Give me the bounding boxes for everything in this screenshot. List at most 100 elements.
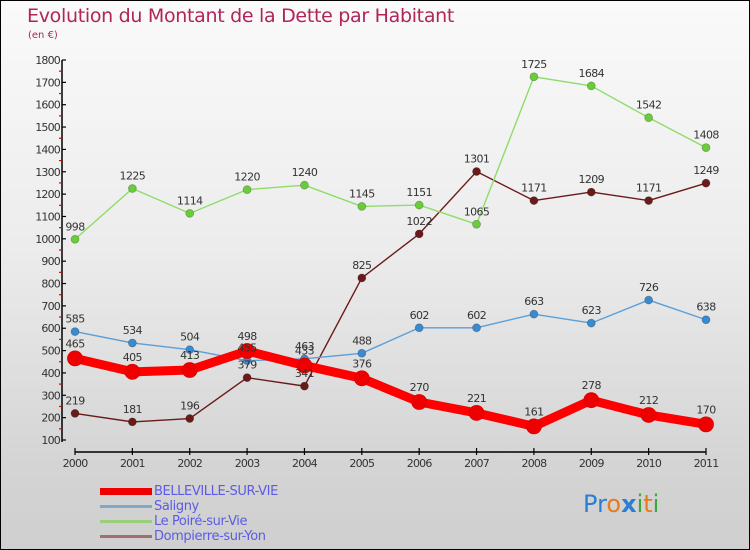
logo-letter: x	[621, 490, 637, 518]
data-point-dompierre-sur-yon	[644, 196, 654, 206]
data-point-dompierre-sur-yon	[414, 229, 424, 239]
data-label-dompierre-sur-yon: 825	[352, 259, 372, 272]
logo-letter: i	[652, 490, 660, 518]
y-tick-label: 300	[41, 389, 60, 402]
data-point-saligny	[586, 318, 596, 328]
x-tick-label: 2001	[120, 457, 145, 470]
data-point-le-poire-sur-vie	[357, 202, 367, 211]
data-label-dompierre-sur-yon: 1209	[578, 173, 604, 186]
data-label-le-poire-sur-vie: 1240	[292, 166, 318, 179]
x-tick-label: 2010	[636, 457, 662, 470]
y-tick-label: 800	[41, 278, 60, 291]
data-label-dompierre-sur-yon: 1171	[636, 182, 662, 195]
data-label-dompierre-sur-yon: 1301	[464, 153, 490, 166]
y-tick-label: 1800	[35, 54, 61, 67]
x-tick-label: 2005	[349, 457, 375, 470]
data-point-le-poire-sur-vie	[414, 200, 424, 210]
data-point-le-poire-sur-vie	[185, 208, 195, 218]
data-label-dompierre-sur-yon: 1171	[521, 182, 547, 195]
data-label-le-poire-sur-vie: 1725	[521, 58, 547, 71]
legend-swatch	[100, 505, 152, 508]
legend-item: Saligny	[100, 499, 278, 514]
x-tick-label: 2003	[235, 457, 261, 470]
data-label-belleville-sur-vie: 433	[295, 345, 315, 358]
data-point-dompierre-sur-yon	[586, 187, 596, 197]
data-point-saligny	[414, 323, 424, 333]
y-tick-label: 1100	[35, 210, 61, 223]
data-point-belleville-sur-vie	[468, 405, 485, 421]
data-label-dompierre-sur-yon: 181	[123, 403, 142, 416]
data-point-saligny	[529, 309, 539, 319]
data-label-le-poire-sur-vie: 1684	[578, 67, 604, 80]
data-label-belleville-sur-vie: 221	[467, 392, 486, 405]
data-label-belleville-sur-vie: 376	[352, 357, 372, 370]
x-tick-label: 2002	[177, 457, 202, 470]
data-point-le-poire-sur-vie	[586, 81, 596, 91]
chart-title: Evolution du Montant de la Dette par Hab…	[27, 5, 455, 27]
legend-swatch	[100, 488, 152, 495]
data-label-le-poire-sur-vie: 1114	[177, 194, 203, 207]
data-point-dompierre-sur-yon	[529, 196, 539, 206]
data-label-saligny: 638	[696, 301, 716, 314]
data-label-belleville-sur-vie: 170	[696, 403, 716, 416]
y-tick-label: 1300	[35, 166, 61, 179]
y-tick-label: 600	[41, 322, 60, 335]
data-point-dompierre-sur-yon	[701, 178, 711, 188]
data-point-dompierre-sur-yon	[357, 273, 367, 283]
data-point-saligny	[472, 323, 481, 333]
logo-letter: r	[597, 490, 607, 518]
data-point-dompierre-sur-yon	[70, 408, 80, 418]
data-label-dompierre-sur-yon: 1022	[406, 215, 432, 228]
data-label-saligny: 602	[467, 309, 486, 322]
legend-swatch	[100, 535, 152, 538]
data-point-le-poire-sur-vie	[127, 184, 137, 193]
logo-letter: i	[636, 490, 644, 518]
data-label-saligny: 602	[410, 309, 429, 322]
y-tick-label: 1600	[35, 99, 61, 112]
data-label-saligny: 585	[65, 313, 85, 326]
data-point-belleville-sur-vie	[698, 416, 714, 433]
data-label-saligny: 504	[180, 331, 200, 344]
data-label-saligny: 534	[123, 324, 143, 337]
data-label-dompierre-sur-yon: 379	[237, 359, 257, 372]
data-label-belleville-sur-vie: 465	[65, 337, 85, 350]
x-tick-label: 2006	[407, 457, 433, 470]
data-label-le-poire-sur-vie: 1542	[636, 99, 662, 112]
data-point-le-poire-sur-vie	[300, 180, 309, 190]
data-label-belleville-sur-vie: 161	[524, 405, 543, 418]
data-point-le-poire-sur-vie	[701, 143, 711, 153]
data-point-belleville-sur-vie	[353, 370, 370, 387]
data-label-saligny: 488	[352, 334, 372, 347]
y-tick-label: 900	[41, 255, 60, 268]
data-point-belleville-sur-vie	[411, 394, 428, 410]
data-point-belleville-sur-vie	[640, 407, 657, 423]
data-point-saligny	[357, 348, 367, 358]
y-tick-label: 500	[41, 345, 60, 358]
y-tick-label: 400	[41, 367, 60, 380]
data-point-saligny	[701, 315, 711, 325]
data-label-belleville-sur-vie: 413	[180, 349, 200, 362]
data-label-le-poire-sur-vie: 1225	[120, 170, 146, 183]
x-tick-label: 2009	[579, 457, 605, 470]
legend-label: Saligny	[154, 499, 199, 514]
y-tick-label: 1400	[35, 143, 61, 156]
x-tick-label: 2004	[292, 457, 318, 470]
legend-label: Dompierre-sur-Yon	[154, 529, 266, 544]
logo-letter: t	[643, 490, 653, 518]
data-label-saligny: 455	[237, 342, 257, 355]
data-label-belleville-sur-vie: 405	[123, 351, 143, 364]
data-label-le-poire-sur-vie: 998	[65, 220, 85, 233]
data-point-belleville-sur-vie	[181, 362, 198, 378]
legend-label: BELLEVILLE-SUR-VIE	[154, 484, 278, 499]
data-label-belleville-sur-vie: 212	[639, 394, 658, 407]
data-point-le-poire-sur-vie	[70, 234, 80, 244]
data-point-saligny	[70, 327, 80, 336]
logo-letter: o	[606, 490, 622, 518]
x-tick-label: 2008	[522, 457, 548, 470]
data-point-belleville-sur-vie	[296, 357, 313, 374]
data-label-saligny: 726	[639, 281, 659, 294]
x-tick-label: 2007	[464, 457, 490, 470]
data-label-dompierre-sur-yon: 196	[180, 400, 200, 413]
